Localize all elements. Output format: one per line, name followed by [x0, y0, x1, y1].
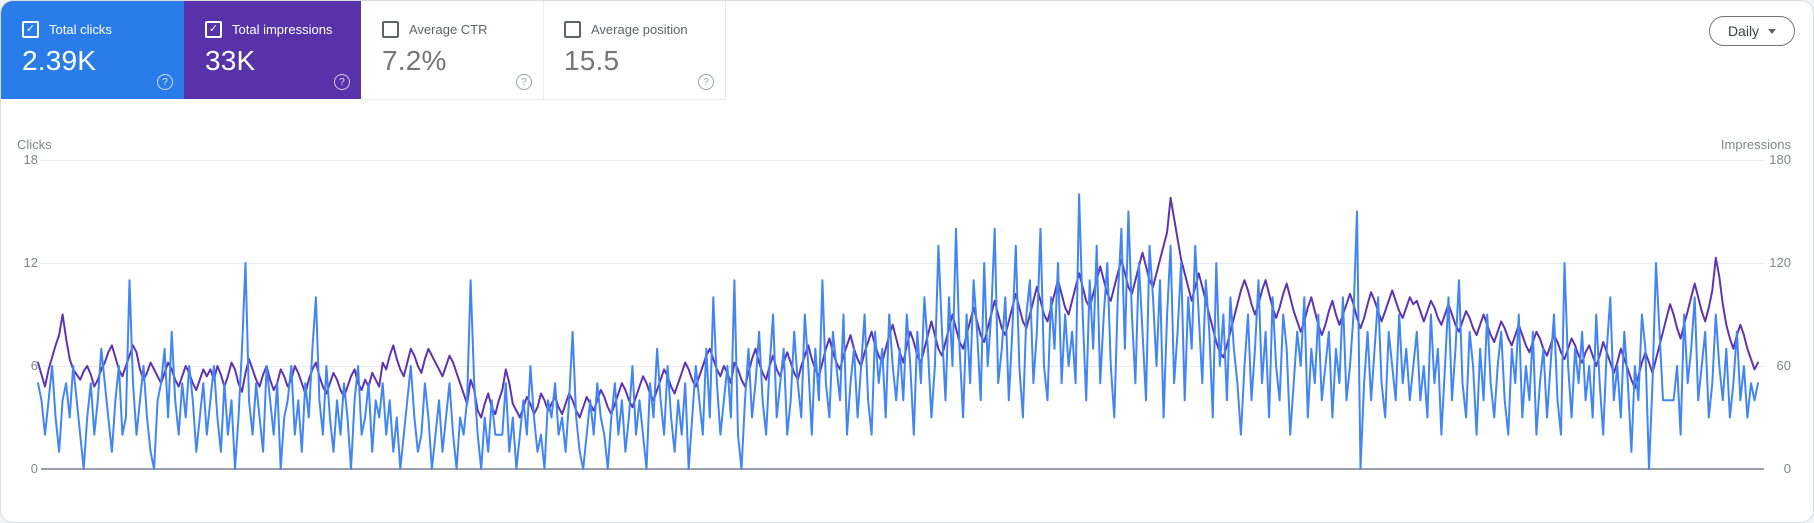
right-axis-title: Impressions [1720, 137, 1791, 152]
total-clicks-value: 2.39K [22, 45, 97, 76]
average-ctr-label: Average CTR [409, 22, 488, 37]
left-axis-tick: 0 [30, 461, 38, 476]
total-clicks-checkbox[interactable]: ✓ [22, 21, 39, 38]
average-ctr-value: 7.2% [382, 45, 447, 76]
help-icon[interactable]: ? [334, 74, 350, 90]
cards-border [361, 99, 725, 100]
gridline [41, 160, 1764, 161]
average-position-checkbox[interactable] [564, 21, 581, 38]
cards-border [725, 1, 726, 99]
clicks-line [37, 193, 1759, 470]
left-axis-tick: 12 [23, 255, 38, 270]
right-axis-tick: 60 [1776, 358, 1791, 373]
right-axis-tick: 120 [1769, 255, 1791, 270]
left-axis-tick: 6 [30, 358, 38, 373]
granularity-label: Daily [1727, 23, 1760, 39]
average-position-value: 15.5 [564, 45, 620, 76]
gridline [41, 468, 1764, 470]
help-icon[interactable]: ? [698, 74, 714, 90]
left-axis-tick: 18 [23, 152, 38, 167]
gridline [41, 263, 1764, 264]
card-total-impressions[interactable]: ✓ Total impressions 33K ? [184, 1, 361, 99]
card-total-clicks[interactable]: ✓ Total clicks 2.39K ? [1, 1, 184, 99]
granularity-dropdown[interactable]: Daily [1709, 16, 1795, 46]
total-impressions-checkbox[interactable]: ✓ [205, 21, 222, 38]
average-ctr-checkbox[interactable] [382, 21, 399, 38]
help-icon[interactable]: ? [516, 74, 532, 90]
gridline [41, 366, 1764, 367]
total-impressions-value: 33K [205, 45, 256, 76]
total-clicks-label: Total clicks [49, 22, 112, 37]
metrics-cards-row: ✓ Total clicks 2.39K ? ✓ Total impressio… [1, 1, 726, 100]
performance-chart[interactable]: 181801212066000ClicksImpressions8/15/249… [1, 99, 1813, 522]
dropdown-caret-icon [1768, 28, 1777, 34]
left-axis-title: Clicks [17, 137, 52, 152]
card-average-position[interactable]: Average position 15.5 ? [543, 1, 725, 99]
card-average-ctr[interactable]: Average CTR 7.2% ? [361, 1, 543, 99]
average-position-label: Average position [591, 22, 688, 37]
total-impressions-label: Total impressions [232, 22, 333, 37]
right-axis-tick: 0 [1783, 461, 1791, 476]
right-axis-tick: 180 [1769, 152, 1791, 167]
card-divider [543, 1, 544, 99]
help-icon[interactable]: ? [157, 74, 173, 90]
chart-plot [37, 193, 1759, 470]
